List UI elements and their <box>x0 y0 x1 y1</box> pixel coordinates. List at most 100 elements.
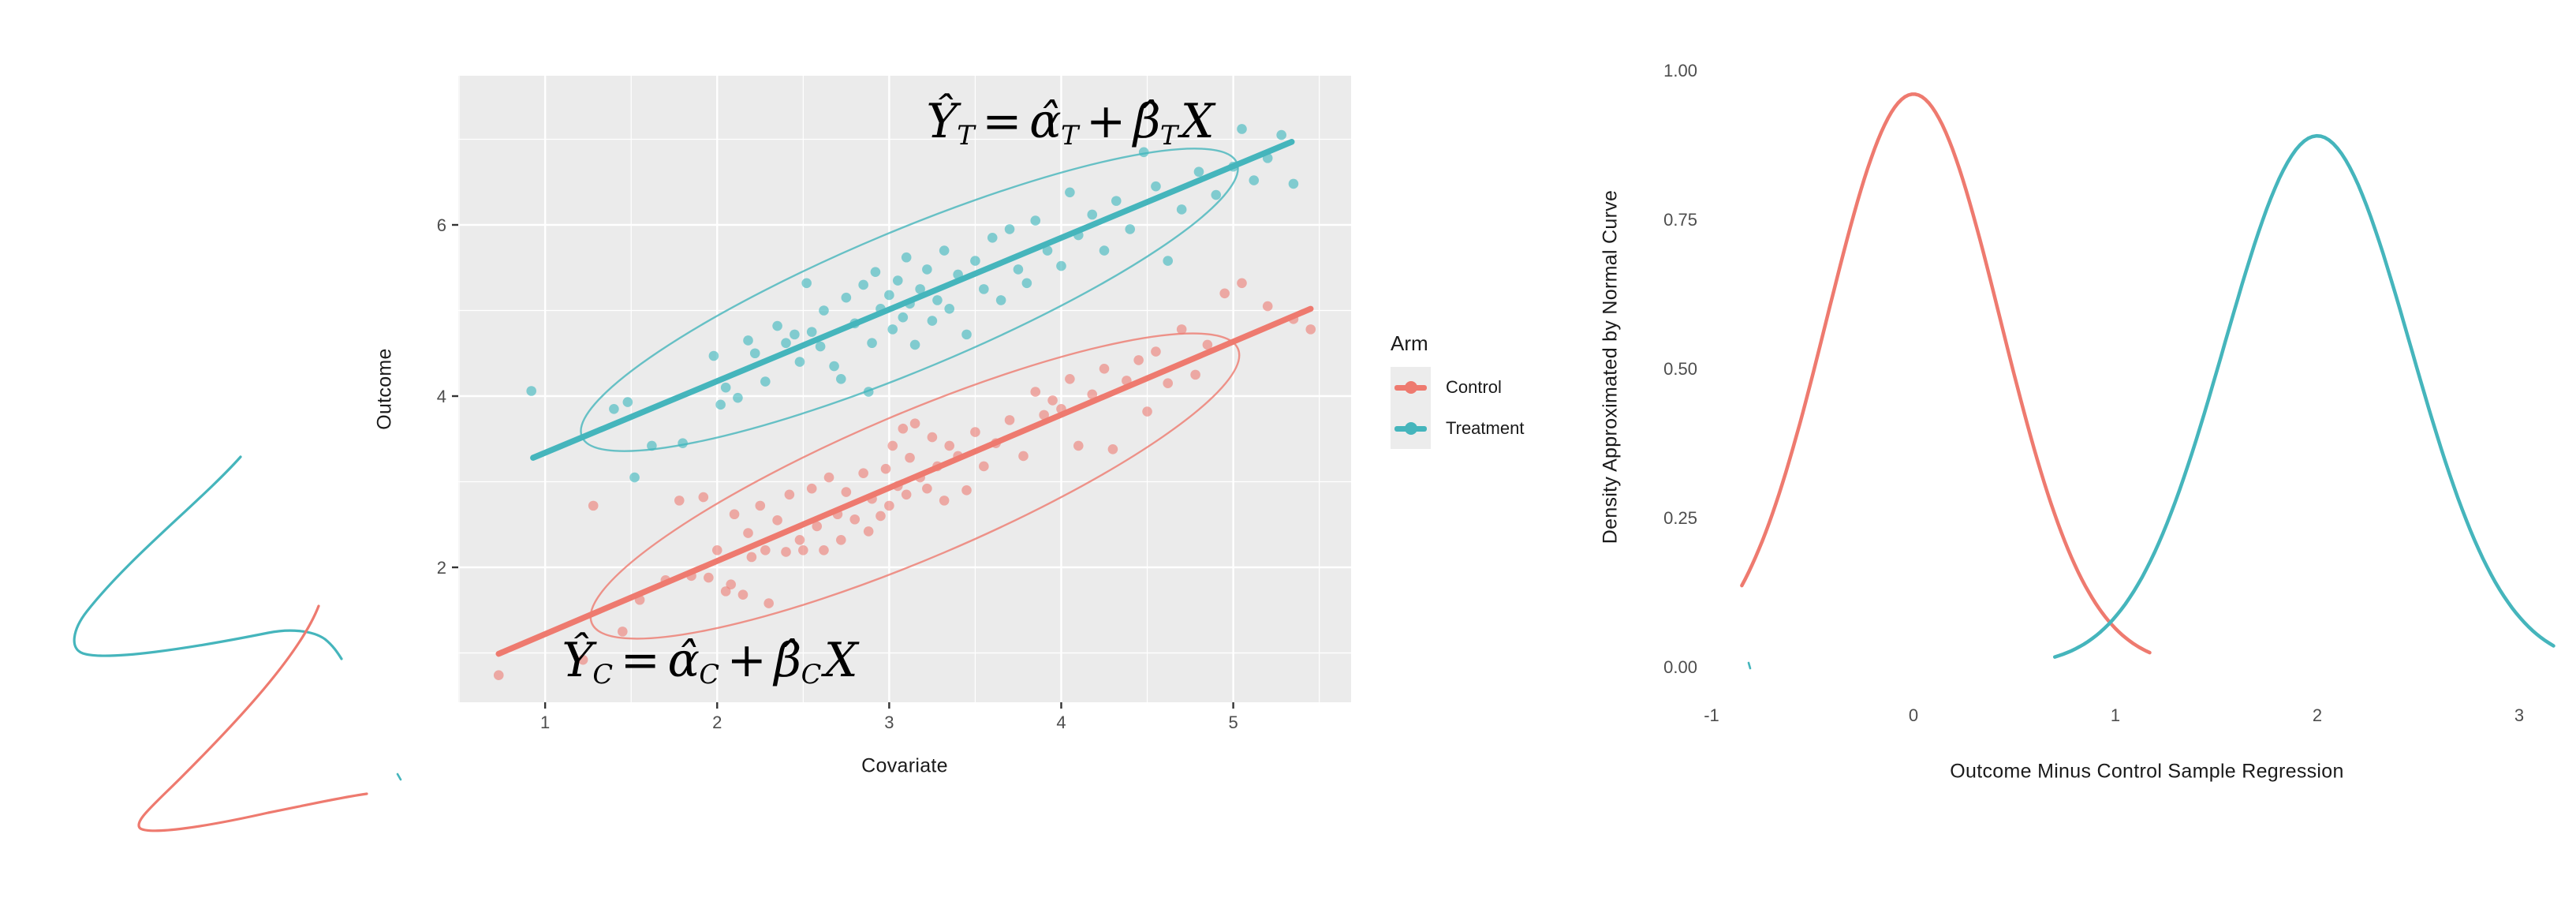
control-scatter-point <box>1142 406 1152 417</box>
y-tick-label: 0.25 <box>1663 508 1697 528</box>
treatment-scatter-point <box>995 295 1006 305</box>
treatment-scatter-point <box>1193 166 1204 178</box>
control-scatter-point <box>781 547 791 557</box>
treatment-scatter-point <box>961 329 972 340</box>
legend-keys: Control Treatment <box>1391 367 1572 449</box>
treatment-scatter-point <box>1087 209 1098 220</box>
treatment-scatter-point <box>1276 129 1286 140</box>
control-scatter-point <box>1107 443 1118 454</box>
treatment-scatter-point <box>841 292 852 303</box>
control-scatter-point <box>1151 346 1161 357</box>
eq-t-beta-sub: T <box>1159 120 1178 152</box>
control-scatter-point <box>1219 288 1230 299</box>
eq-c-alpha: α̂ <box>667 632 700 688</box>
treatment-scatter-point <box>932 295 943 305</box>
treatment-scatter-point <box>898 312 909 323</box>
treatment-scatter-point <box>1021 278 1032 289</box>
treatment-scatter-point <box>901 252 912 263</box>
treatment-scatter-point <box>1151 181 1161 192</box>
control-scatter-point <box>909 418 920 429</box>
left-x-axis-title: Covariate <box>861 754 948 777</box>
control-scatter-point <box>1004 415 1015 425</box>
treatment-scatter-point <box>979 284 989 294</box>
treatment-scatter-point <box>715 399 726 410</box>
treatment-scatter-point <box>1249 175 1260 185</box>
x-tick-label: 3 <box>884 713 894 732</box>
treatment-squiggle <box>73 455 343 660</box>
treatment-scatter-point <box>720 382 731 393</box>
y-tick-label: 6 <box>437 215 446 235</box>
treatment-scatter-point <box>609 403 619 414</box>
treatment-density-curve <box>2052 133 2555 659</box>
treatment-regression-line <box>530 139 1295 461</box>
x-tick-label: 4 <box>1056 713 1066 732</box>
control-scatter-point <box>939 496 950 506</box>
treatment-scatter-point <box>884 290 894 301</box>
treatment-scatter-point <box>781 338 791 349</box>
right-x-axis-title: Outcome Minus Control Sample Regression <box>1950 760 2344 783</box>
control-scatter-point <box>720 586 731 597</box>
eq-t-beta: β̂ <box>1133 93 1161 149</box>
treatment-scatter-point <box>858 279 868 290</box>
control-scatter-point <box>1305 324 1316 335</box>
control-scatter-point <box>901 489 912 500</box>
control-scatter-point <box>794 534 805 545</box>
control-scatter-point <box>1262 301 1273 312</box>
control-equation: ŶC = α̂C + β̂CX <box>562 633 857 690</box>
x-tick-label: 2 <box>2313 705 2322 725</box>
control-scatter-point <box>835 534 846 545</box>
control-scatter-point <box>588 500 599 511</box>
control-scatter-point <box>737 589 749 600</box>
control-scatter-point <box>979 461 989 472</box>
treatment-scatter-point <box>1099 245 1110 256</box>
treatment-scatter-point <box>678 438 688 448</box>
treatment-scatter-point <box>819 305 829 316</box>
right-y-axis-title: Density Approximated by Normal Curve <box>1599 189 1622 544</box>
control-squiggle <box>137 604 368 832</box>
treatment-scatter-point <box>829 361 839 372</box>
control-scatter-point <box>1163 378 1174 389</box>
control-scatter-point <box>927 432 938 443</box>
treatment-scatter-point <box>1125 224 1136 234</box>
treatment-scatter-point <box>863 387 874 397</box>
legend-label-control: Control <box>1446 377 1502 397</box>
control-scatter-point <box>763 598 774 608</box>
treatment-scatter-point <box>892 275 903 286</box>
legend-label-treatment: Treatment <box>1446 418 1525 438</box>
x-tick-label: 2 <box>712 713 722 732</box>
control-scatter-point <box>880 463 891 474</box>
control-scatter-point <box>772 515 782 526</box>
y-tick-label: 0.50 <box>1663 359 1697 379</box>
treatment-scatter-point <box>1211 189 1222 200</box>
treatment-scatter-point <box>915 284 925 294</box>
treatment-scatter-point <box>1176 204 1187 215</box>
eq-c-alpha-sub: C <box>699 659 720 690</box>
x-tick-label: -1 <box>1704 705 1719 725</box>
control-scatter-point <box>1190 369 1200 380</box>
treatment-scatter-point <box>944 304 955 314</box>
control-scatter-point <box>841 487 852 497</box>
eq-t-alpha-sub: T <box>1061 120 1079 152</box>
treatment-scatter-point <box>622 397 633 407</box>
control-scatter-point <box>858 468 868 478</box>
control-scatter-point <box>493 670 504 681</box>
control-scatter-point <box>875 511 886 522</box>
legend-key-treatment <box>1391 408 1431 449</box>
control-scatter-point <box>970 427 980 437</box>
control-scatter-point <box>1039 410 1049 421</box>
treatment-scatter-point <box>526 386 536 396</box>
legend-item-treatment: Treatment <box>1391 408 1572 449</box>
control-scatter-point <box>1202 339 1213 350</box>
stray-tick-mark <box>396 772 402 781</box>
treatment-scatter-point <box>1065 187 1075 198</box>
eq-c-x: X <box>823 632 858 688</box>
control-scatter-point <box>704 572 714 583</box>
eq-t-x: X <box>1180 93 1215 149</box>
eq-t-yhat: Ŷ <box>926 93 958 149</box>
control-regression-line <box>495 305 1314 657</box>
treatment-scatter-point <box>1288 178 1299 189</box>
control-scatter-point <box>746 552 757 563</box>
treatment-scatter-point <box>733 392 743 403</box>
